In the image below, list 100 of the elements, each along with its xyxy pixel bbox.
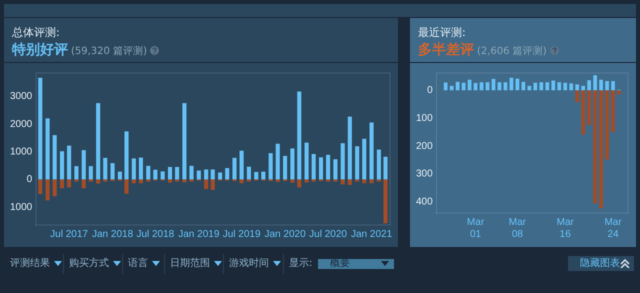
bar [528,86,532,90]
bar [132,158,136,180]
bar [355,146,360,180]
chart-title: 最近评测: [418,25,466,40]
bar [153,170,158,180]
x-tick-label: Jul 2017 [50,228,88,240]
text: 显示: [289,257,312,270]
bar [52,179,57,196]
bar [103,158,108,180]
bar [456,82,460,90]
bar [348,116,352,180]
bar [362,179,366,184]
bar [210,169,215,180]
y-tick-label: 400 [416,196,434,208]
bar [551,80,556,90]
y-tick-label: 1000 [10,202,33,213]
bar [60,151,64,180]
bar [175,166,180,180]
chart-title: 总体评测: [12,25,60,40]
bar [240,179,244,184]
bar [599,80,603,90]
bar [124,179,129,194]
bar [617,90,621,94]
text: 购买方式 [69,258,109,269]
bar [474,83,478,90]
text: 日期范围 [170,258,210,269]
bar [587,80,591,90]
bar [480,82,484,90]
x-tick-label: Mar 08 [508,216,527,240]
x-tick-label: Mar 24 [604,216,622,240]
bar [210,179,215,190]
bar [611,81,615,90]
bar [204,179,208,190]
bar [82,150,86,180]
bar [67,179,72,188]
bar [297,92,302,180]
bar [340,179,345,184]
bar [60,179,64,188]
bar [516,78,520,90]
bar [168,166,172,180]
bar [276,144,280,180]
bar [522,82,526,90]
text: 评测结果 [10,258,50,269]
bar [146,179,150,182]
bar [593,90,597,204]
bar [611,90,615,132]
bar [575,90,580,102]
bar [110,163,115,180]
bar [333,159,338,180]
bar [297,179,302,188]
bar [605,90,609,160]
y-tick-label: 1000 [10,146,33,158]
bar [218,172,222,180]
bar [46,179,50,200]
bar [138,179,143,184]
bar [539,82,544,90]
bar [498,82,502,90]
bar [504,82,508,90]
bar [593,75,597,90]
text: 游戏时间 [229,258,269,269]
chart-subtitle: 多半差评 [418,42,474,58]
bar [283,156,288,180]
bar [510,78,514,90]
y-tick-label: 300 [416,168,434,180]
bar [370,122,374,180]
y-tick-label: 0 [427,85,434,96]
bar [38,179,42,194]
bar [182,179,186,182]
bar [261,172,266,180]
y-tick-label: 2000 [10,118,33,130]
bar [462,82,466,90]
bar [581,90,586,135]
x-tick-label: Jan 2021 [350,228,393,240]
bar [96,103,100,180]
bar [82,179,86,188]
bar [225,168,230,180]
bar [88,166,93,180]
text: (2,606 篇评测) [477,46,547,57]
bar [575,84,580,90]
bar [376,150,381,180]
bar [312,154,316,180]
chart-subtitle: 特别好评 [12,42,68,58]
bar [569,83,574,90]
bar [383,156,388,180]
x-tick-label: Mar 01 [466,216,485,240]
x-tick-label: Jul 2020 [309,228,348,240]
bar [67,146,72,180]
bar [52,135,57,180]
bar [46,118,50,180]
bar [124,131,129,180]
bar [545,82,550,90]
x-tick-label: Jan 2019 [178,228,220,240]
bar [74,166,78,180]
bar [268,153,273,180]
bar [160,171,165,180]
x-tick-label: Mar 16 [556,216,574,240]
bar [96,179,100,184]
bar [232,158,237,180]
bar [118,172,122,180]
x-tick-label: Jan 2018 [92,228,134,240]
